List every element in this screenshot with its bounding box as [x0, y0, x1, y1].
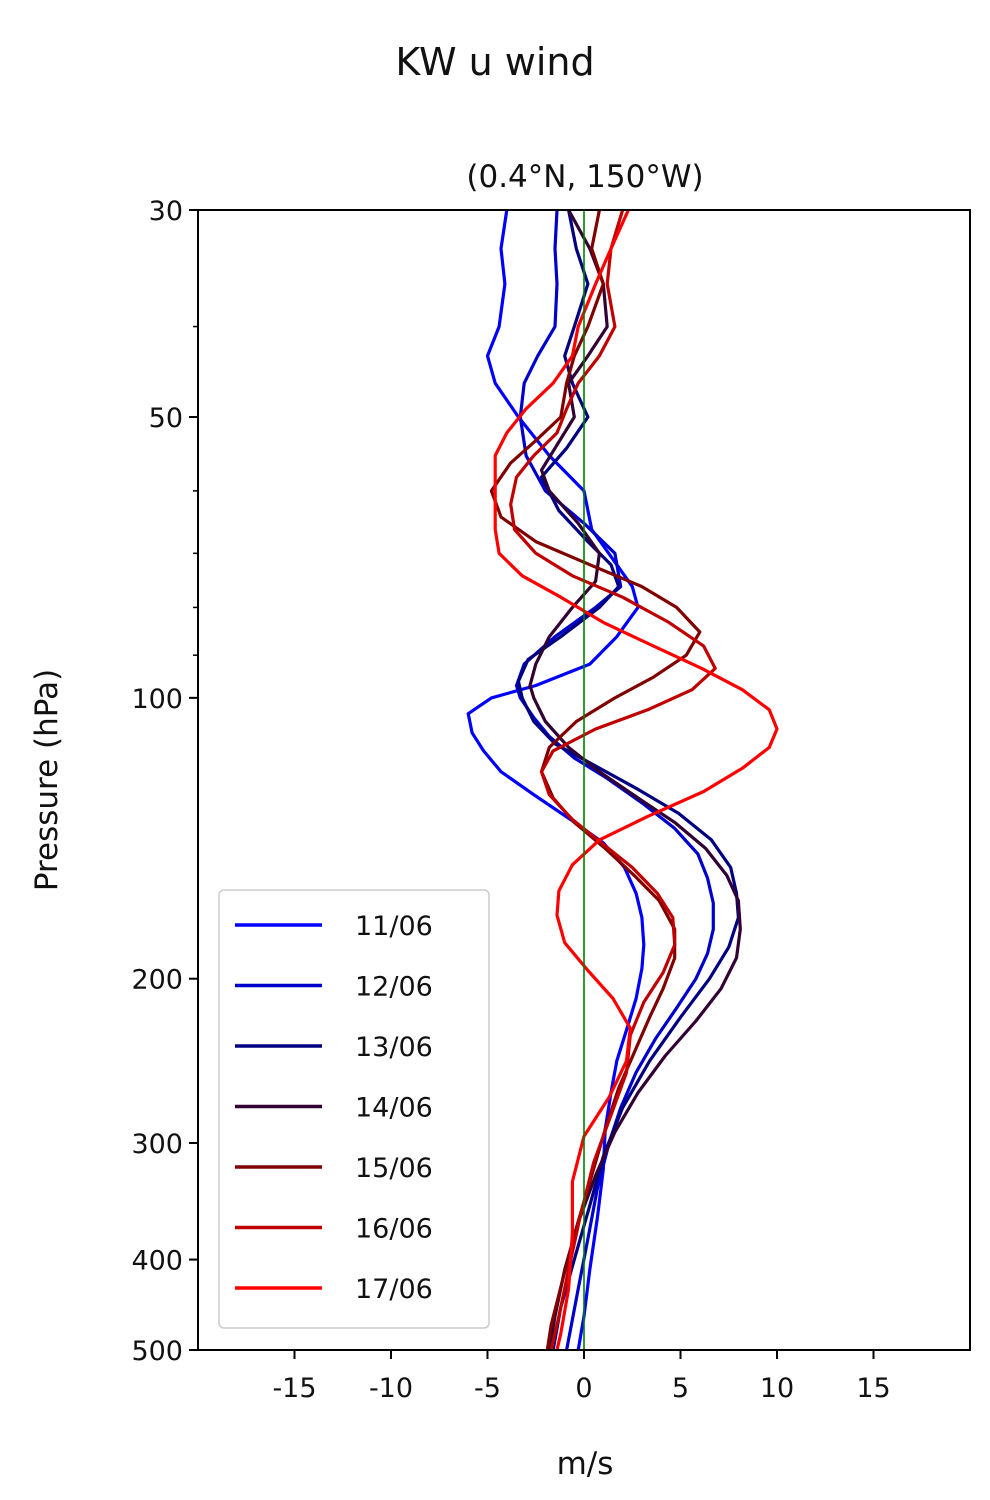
legend-label: 13/06 [355, 1032, 433, 1063]
x-tick-label: -15 [272, 1373, 316, 1404]
series-line-17-06 [493, 210, 779, 1350]
series-line-11-06 [466, 210, 646, 1350]
y-axis-ticks: 30 50 100 200 300 400 500 [131, 196, 198, 1367]
y-tick-label: 30 [149, 196, 183, 227]
legend-label: 12/06 [355, 972, 433, 1003]
x-tick-label: 5 [672, 1373, 689, 1404]
x-tick-label: 0 [575, 1373, 592, 1404]
chart-title: KW u wind [395, 40, 594, 84]
legend-label: 17/06 [355, 1274, 433, 1305]
x-axis-label: m/s [557, 1446, 614, 1482]
y-axis-label: Pressure (hPa) [29, 669, 65, 891]
legend-label: 14/06 [355, 1093, 433, 1124]
x-tick-label: -10 [369, 1373, 413, 1404]
y-tick-label: 50 [149, 403, 183, 434]
legend-box [218, 889, 490, 1329]
legend-label: 11/06 [355, 911, 433, 942]
chart-subtitle: (0.4°N, 150°W) [466, 159, 703, 195]
y-tick-label: 500 [131, 1336, 183, 1367]
legend-label: 15/06 [355, 1153, 433, 1184]
y-tick-label: 400 [131, 1246, 183, 1277]
x-axis-ticks: -15 -10 -5 0 5 10 15 [272, 1350, 891, 1404]
legend-label: 16/06 [355, 1214, 433, 1245]
series-line-13-06 [516, 210, 741, 1350]
x-tick-label: 10 [760, 1373, 794, 1404]
x-tick-label: 15 [856, 1373, 890, 1404]
legend: 11/06 12/06 13/06 14/06 15/06 16/06 17/06 [218, 889, 490, 1329]
y-tick-label: 200 [131, 965, 183, 996]
series-line-14-06 [528, 210, 742, 1350]
x-tick-label: -5 [474, 1373, 501, 1404]
y-tick-label: 300 [131, 1129, 183, 1160]
y-tick-label: 100 [131, 684, 183, 715]
series-layer [466, 210, 779, 1350]
